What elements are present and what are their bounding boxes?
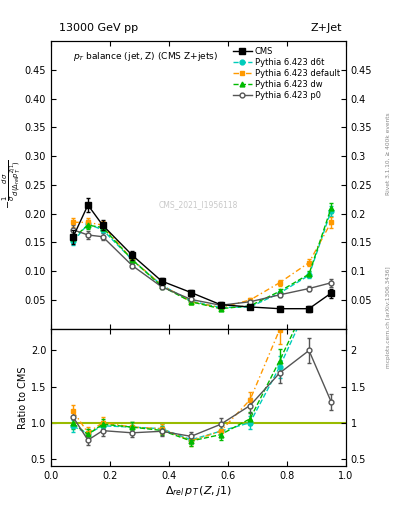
X-axis label: $\Delta_{rel}\,p_T\,(Z,j1)$: $\Delta_{rel}\,p_T\,(Z,j1)$ [165,483,232,498]
Text: CMS_2021_I1956118: CMS_2021_I1956118 [159,201,238,209]
Text: $p_T$ balance (jet, Z) (CMS Z+jets): $p_T$ balance (jet, Z) (CMS Z+jets) [73,50,218,62]
Text: 13000 GeV pp: 13000 GeV pp [59,23,138,33]
Text: mcplots.cern.ch [arXiv:1306.3436]: mcplots.cern.ch [arXiv:1306.3436] [386,267,391,368]
Y-axis label: Ratio to CMS: Ratio to CMS [18,366,28,429]
Text: Z+Jet: Z+Jet [310,23,342,33]
Legend: CMS, Pythia 6.423 d6t, Pythia 6.423 default, Pythia 6.423 dw, Pythia 6.423 p0: CMS, Pythia 6.423 d6t, Pythia 6.423 defa… [231,45,342,102]
Y-axis label: $-\frac{1}{\sigma}\frac{d\sigma}{d(\Delta_{rel}p_T^{Zj1})}$: $-\frac{1}{\sigma}\frac{d\sigma}{d(\Delt… [1,160,23,209]
Text: Rivet 3.1.10, ≥ 400k events: Rivet 3.1.10, ≥ 400k events [386,112,391,195]
